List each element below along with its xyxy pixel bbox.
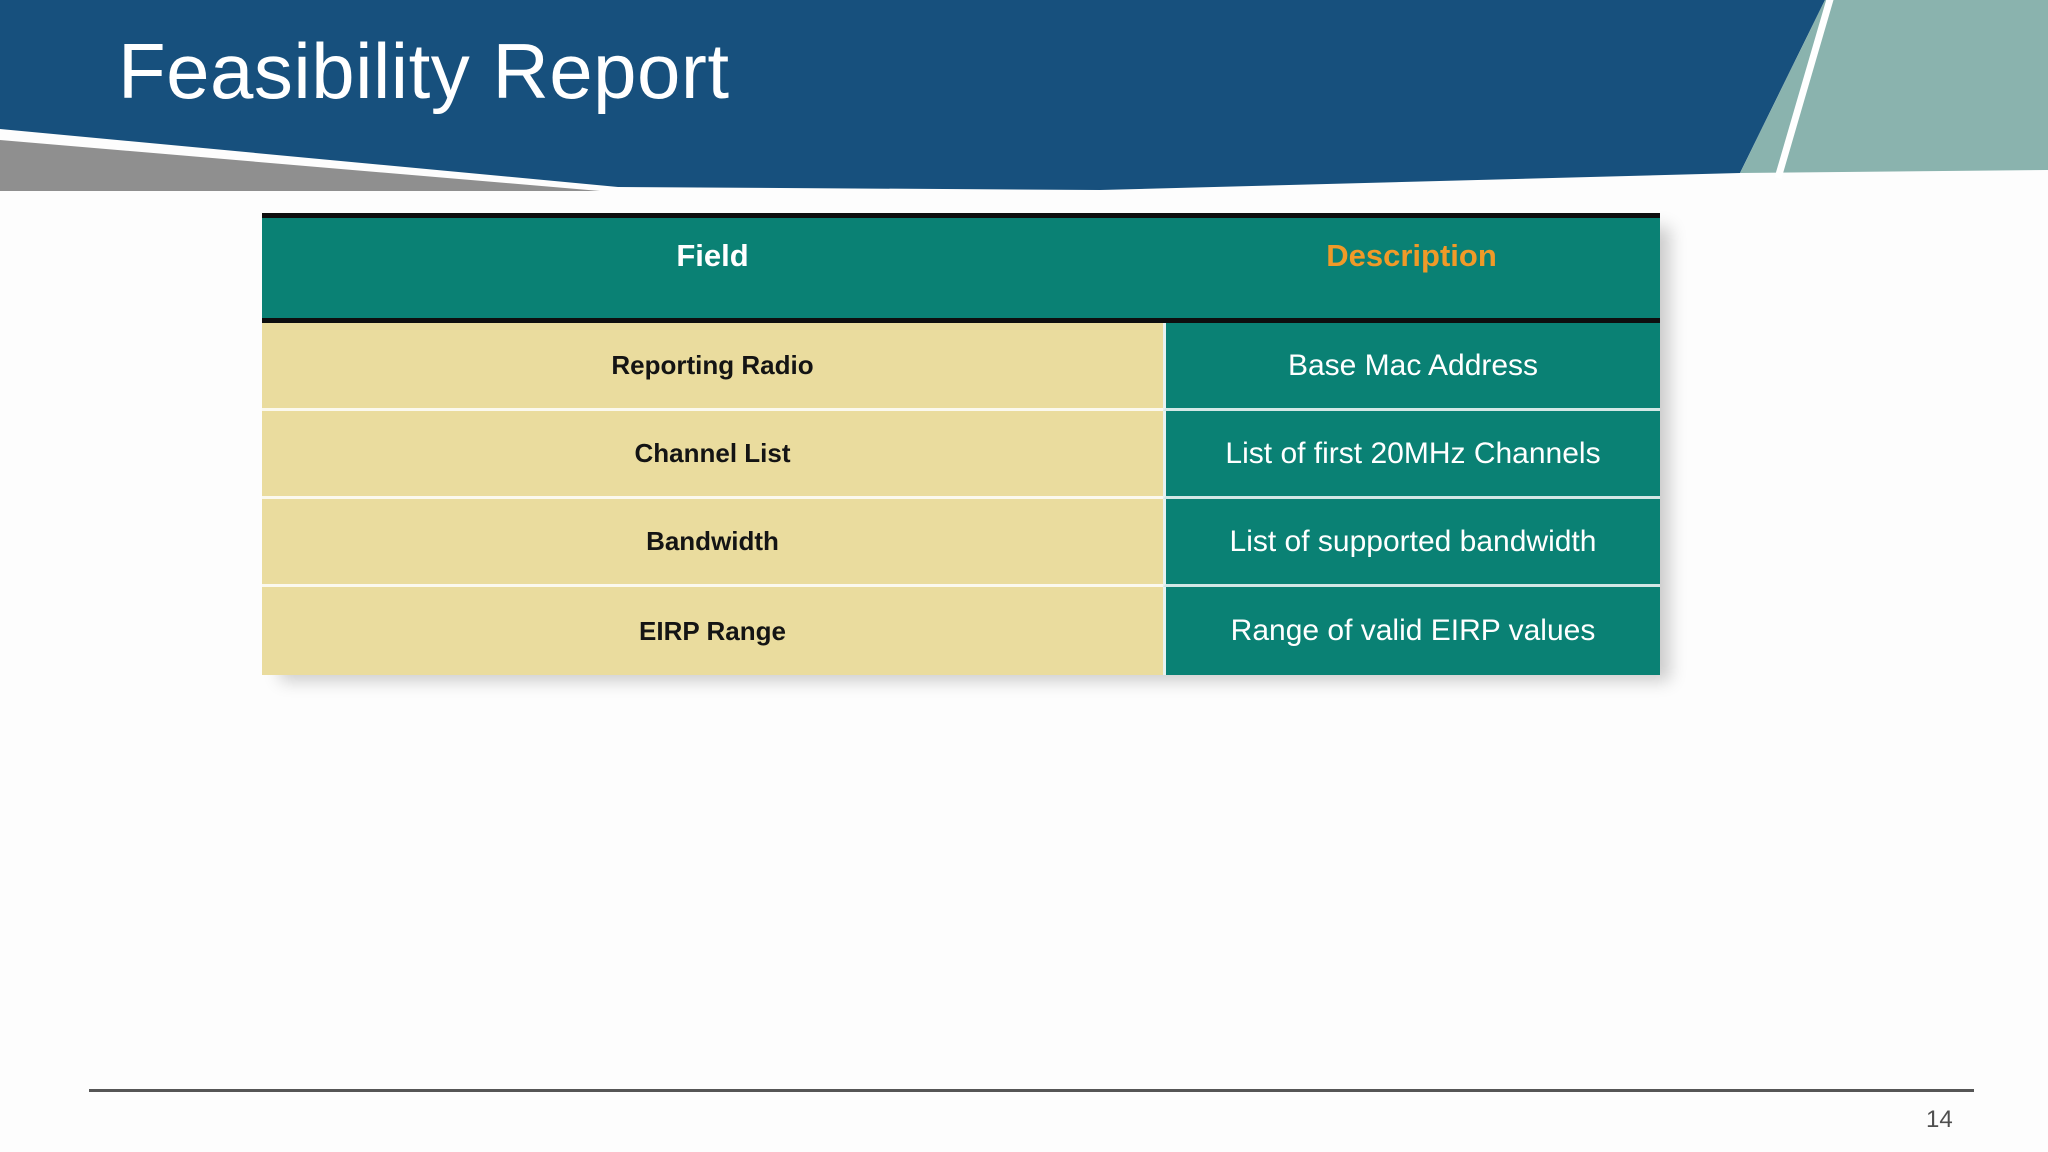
field-cell: EIRP Range: [262, 587, 1163, 675]
white-diagonal-line: [1774, 0, 1834, 179]
slide-title: Feasibility Report: [118, 27, 730, 115]
table-row: Channel List List of first 20MHz Channel…: [262, 411, 1660, 499]
banner-blue-shape: [0, 0, 1825, 190]
description-cell: Range of valid EIRP values: [1163, 587, 1660, 675]
table-row: EIRP Range Range of valid EIRP values: [262, 587, 1660, 675]
description-cell: List of first 20MHz Channels: [1163, 411, 1660, 499]
gray-accent-shape: [0, 140, 600, 191]
footer-divider: [89, 1089, 1974, 1092]
feasibility-table: Field Description Reporting Radio Base M…: [262, 213, 1660, 675]
page-number: 14: [1926, 1106, 1953, 1133]
field-cell: Channel List: [262, 411, 1163, 499]
table-top-border: [262, 213, 1660, 218]
table-header-bottom-border: [262, 318, 1660, 323]
table-header-row: Field Description: [262, 218, 1660, 318]
table-row: Bandwidth List of supported bandwidth: [262, 499, 1660, 587]
field-cell: Reporting Radio: [262, 323, 1163, 411]
table-row: Reporting Radio Base Mac Address: [262, 323, 1660, 411]
column-header-field: Field: [676, 238, 749, 273]
column-header-description: Description: [1326, 238, 1497, 273]
description-cell: Base Mac Address: [1163, 323, 1660, 411]
banner-decoration: [0, 0, 2048, 191]
field-cell: Bandwidth: [262, 499, 1163, 587]
description-cell: List of supported bandwidth: [1163, 499, 1660, 587]
